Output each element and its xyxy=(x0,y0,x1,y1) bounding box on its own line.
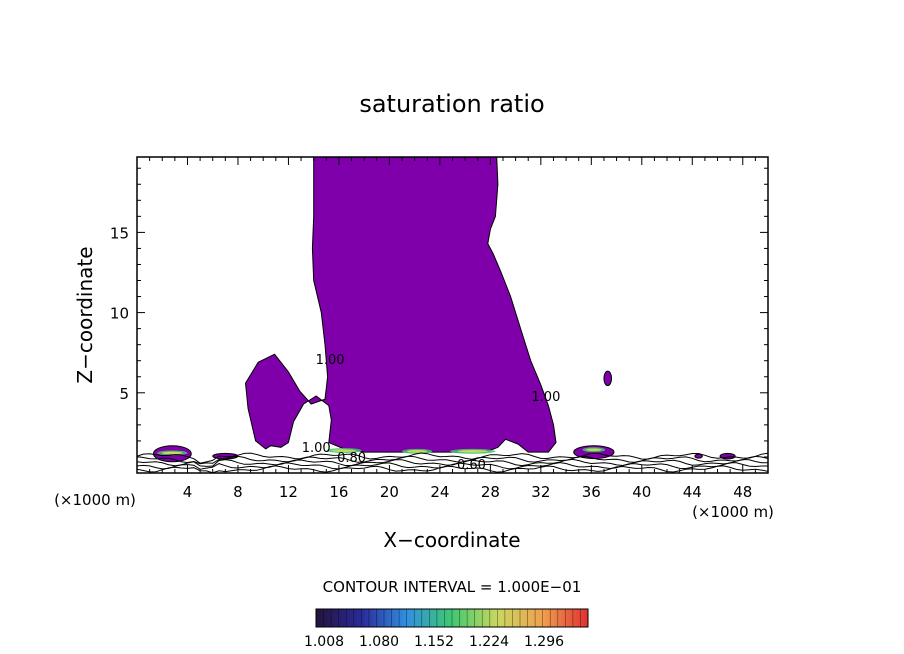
y-tick-label: 10 xyxy=(110,305,129,323)
colorbar-labels: 1.008 1.080 1.152 1.224 1.296 xyxy=(304,634,564,650)
x-tick-label: 36 xyxy=(582,483,601,501)
surface-contour-line xyxy=(137,465,768,473)
saturation-plume xyxy=(244,157,557,453)
contour-label: 1.00 xyxy=(302,441,331,456)
x-tick-label: 28 xyxy=(481,483,500,501)
surface-contour-line xyxy=(137,458,768,467)
x-tick-label: 48 xyxy=(733,483,752,501)
surface-contour-line xyxy=(137,452,768,464)
supersaturation-core-3 xyxy=(457,450,488,453)
x-tick-label: 8 xyxy=(233,483,243,501)
colorbar-label: 1.152 xyxy=(414,634,454,650)
x-tick-label: 32 xyxy=(531,483,550,501)
supersaturation-core-1 xyxy=(332,449,356,452)
saturation-blob-5 xyxy=(694,453,703,459)
contour-label: 1.00 xyxy=(531,390,560,405)
colorbar-label: 1.008 xyxy=(304,634,344,650)
x-axis-label: X−coordinate xyxy=(383,528,520,552)
surface-contour-line xyxy=(137,462,768,470)
y-tick-label: 5 xyxy=(119,385,129,403)
contour-label: 0.80 xyxy=(337,451,366,466)
contour-label: 0.60 xyxy=(457,458,486,473)
x-tick-label: 20 xyxy=(380,483,399,501)
supersaturation-core-0 xyxy=(162,451,183,455)
supersaturation-core-4 xyxy=(586,448,602,452)
x-tick-label: 44 xyxy=(683,483,702,501)
x-tick-label: 24 xyxy=(430,483,449,501)
x-tick-label: 4 xyxy=(183,483,193,501)
colorbar-label: 1.080 xyxy=(359,634,399,650)
colorbar-label: 1.224 xyxy=(469,634,509,650)
x-unit-left: (×1000 m) xyxy=(54,491,136,509)
colorbar-ticks xyxy=(315,609,589,627)
x-tick-label: 16 xyxy=(329,483,348,501)
chart-title: saturation ratio xyxy=(359,90,544,118)
x-unit-right: (×1000 m) xyxy=(692,503,774,521)
saturation-blob-2 xyxy=(603,370,613,387)
y-axis: 5 10 15 xyxy=(110,167,768,458)
colorbar-label: 1.296 xyxy=(524,634,564,650)
surface-contour-line xyxy=(137,455,768,465)
saturation-fill-layer xyxy=(244,157,557,453)
x-tick-label: 12 xyxy=(279,483,298,501)
x-tick-label: 40 xyxy=(632,483,651,501)
y-tick-label: 15 xyxy=(110,224,129,242)
surface-contours xyxy=(137,452,768,473)
y-axis-label: Z−coordinate xyxy=(73,246,97,383)
supersaturation-core-2 xyxy=(407,450,428,453)
contour-interval-text: CONTOUR INTERVAL = 1.000E−01 xyxy=(323,578,582,596)
contour-labels: 1.00 1.00 0.80 0.60 1.00 xyxy=(302,353,561,473)
contour-label: 1.00 xyxy=(316,353,345,368)
x-axis: 4 8 12 16 20 24 28 32 36 40 44 48 xyxy=(149,157,756,501)
plot-area xyxy=(137,157,768,473)
